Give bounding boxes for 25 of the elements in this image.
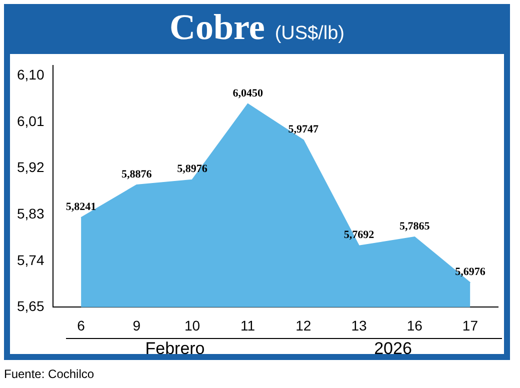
- data-label: 5,7865: [399, 220, 430, 232]
- x-tick-label: 10: [184, 317, 200, 334]
- source-note: Fuente: Cochilco: [4, 367, 94, 381]
- text: 2026: [373, 339, 413, 359]
- data-label: 5,8876: [122, 168, 152, 180]
- x-tick-label: 11: [240, 317, 256, 334]
- data-label: 5,6976: [455, 266, 486, 278]
- data-label: 6,0450: [232, 87, 264, 100]
- x-tick-label: 13: [351, 317, 368, 334]
- x-tick-label: 6: [77, 317, 86, 334]
- y-tick-label: 5,65: [17, 298, 44, 314]
- chart-title: Cobre: [169, 6, 265, 49]
- data-label: 5,8241: [66, 200, 96, 213]
- y-tick-label: 5,74: [17, 252, 44, 268]
- x-tick-label: 16: [406, 317, 423, 334]
- data-label: 5,9747: [288, 123, 320, 136]
- y-tick-label: 5,92: [17, 159, 44, 176]
- text: Febrero: [144, 339, 206, 359]
- chart-subtitle: (US$/lb): [274, 23, 344, 45]
- x-tick-label: 12: [296, 317, 312, 334]
- y-tick-label: 5,83: [17, 205, 44, 222]
- y-tick-label: 6,01: [17, 112, 44, 129]
- x-tick-label: 9: [132, 317, 141, 334]
- y-tick-label: 6,10: [17, 66, 44, 83]
- x-tick-label: 17: [462, 317, 478, 334]
